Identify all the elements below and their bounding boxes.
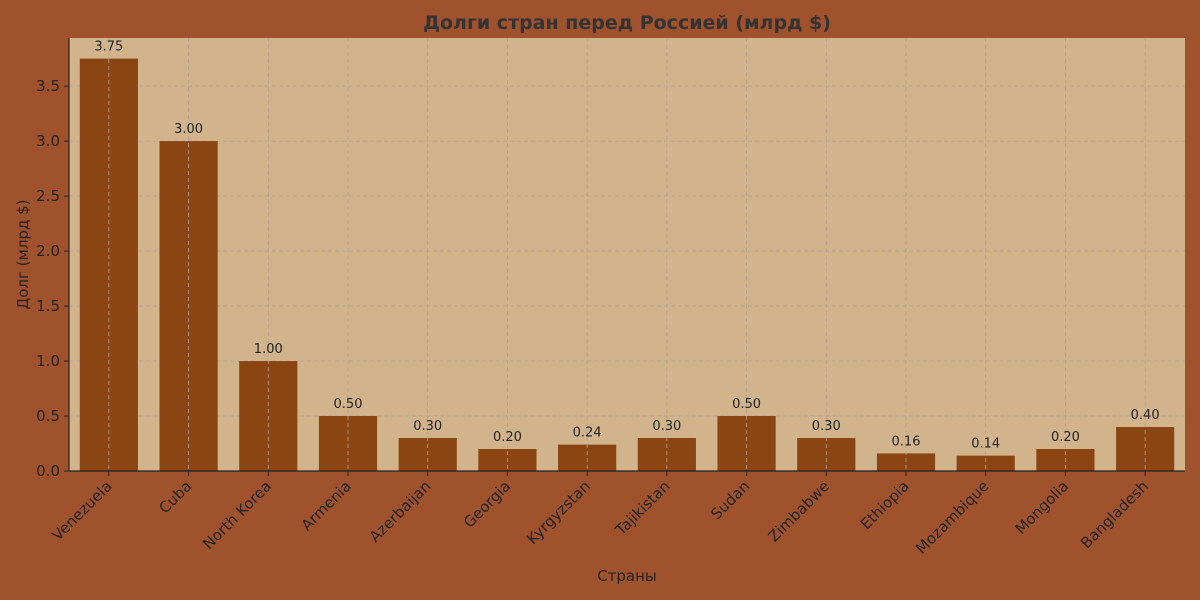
x-tick-label: Mongolia — [1012, 477, 1073, 538]
value-label: 0.30 — [812, 419, 841, 434]
value-label: 3.75 — [94, 40, 123, 55]
y-tick-label: 3.0 — [36, 132, 60, 150]
y-tick-label: 2.5 — [36, 187, 60, 205]
y-tick-label: 0.5 — [36, 407, 60, 425]
x-tick-label: Sudan — [707, 477, 753, 523]
plot-area — [69, 38, 1185, 471]
y-axis-title: Долг (млрд $) — [14, 200, 32, 310]
x-tick-label: Cuba — [155, 477, 195, 517]
x-tick-label: Kyrgyzstan — [523, 477, 594, 548]
x-tick-label: Armenia — [298, 477, 355, 534]
value-label: 0.20 — [1051, 430, 1080, 445]
x-tick-label: Ethiopia — [857, 477, 913, 533]
x-tick-label: Venezuela — [48, 477, 115, 544]
x-tick-label: Mozambique — [912, 477, 992, 557]
value-label: 3.00 — [174, 122, 203, 137]
bar — [876, 453, 936, 471]
value-label: 0.20 — [493, 430, 522, 445]
x-tick-label: Azerbaijan — [366, 477, 435, 546]
value-label: 0.50 — [732, 397, 761, 412]
y-tick-label: 2.0 — [36, 242, 60, 260]
y-tick-label: 1.5 — [36, 297, 60, 315]
bar — [1116, 427, 1175, 471]
x-tick-label: Zimbabwe — [765, 477, 833, 545]
data-labels: 3.75 3.00 1.00 0.50 0.30 0.20 0.24 0.30 0.50 0.30… — [94, 38, 1160, 471]
value-label: 0.30 — [652, 419, 681, 434]
y-tick-label: 1.0 — [36, 352, 60, 370]
x-tick-label: Bangladesh — [1077, 477, 1152, 552]
value-label: 0.24 — [573, 426, 602, 441]
x-tick-label: Tajikistan — [611, 477, 674, 540]
x-axis-title: Страны — [597, 567, 657, 585]
x-tick-label: North Korea — [199, 477, 275, 553]
y-tick-label: 3.5 — [36, 77, 60, 95]
bar — [956, 455, 1015, 471]
value-label: 0.16 — [892, 434, 921, 449]
chart-title: Долги стран перед Россией (млрд $) — [423, 12, 831, 34]
value-label: 0.40 — [1131, 408, 1160, 423]
y-tick-label: 0.0 — [36, 462, 60, 480]
x-tick-label: Georgia — [460, 477, 514, 531]
value-label: 0.50 — [334, 397, 363, 412]
value-label: 0.14 — [971, 437, 1000, 452]
value-label: 0.30 — [413, 419, 442, 434]
value-label: 1.00 — [254, 342, 283, 357]
